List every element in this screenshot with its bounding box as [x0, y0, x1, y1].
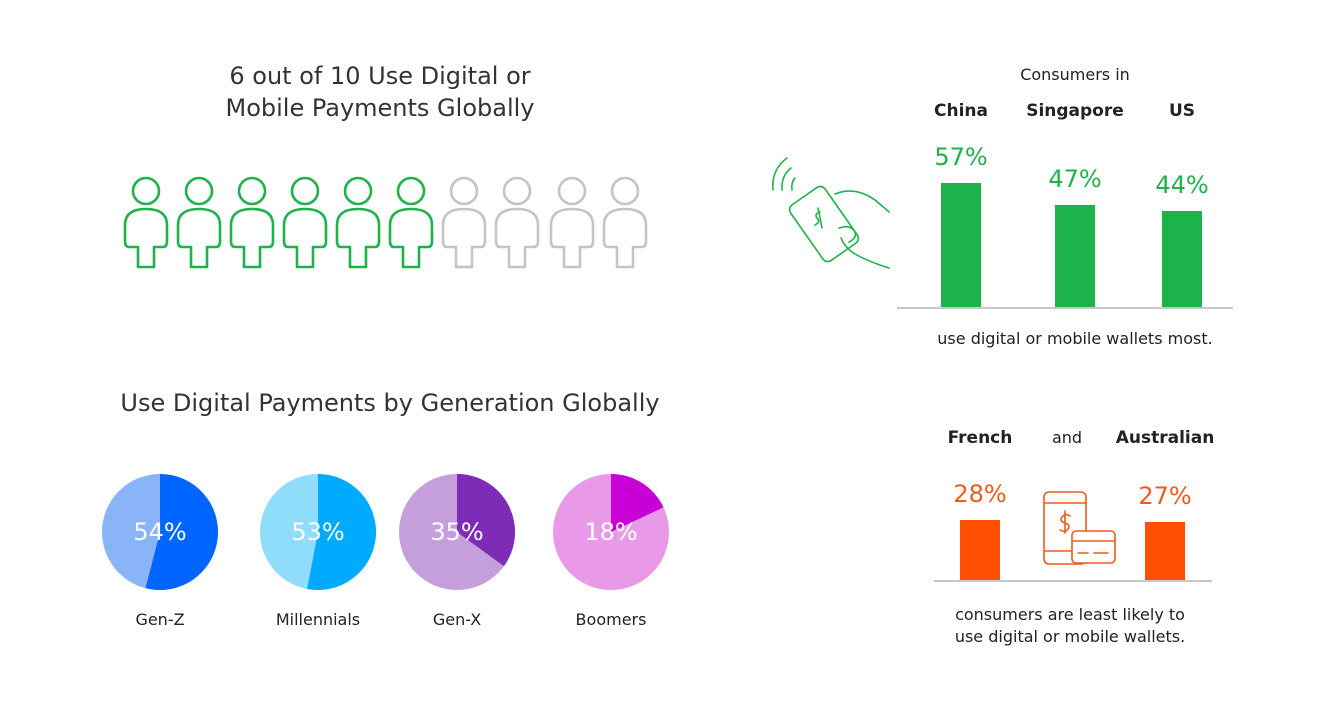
pie-boomers-slice: [611, 474, 664, 532]
least-likely-caption-line1: consumers are least likely to: [955, 605, 1185, 624]
person-icon-grey: [549, 176, 595, 269]
bar-australian: [1145, 522, 1185, 580]
pie-boomers-label: Boomers: [575, 610, 647, 629]
pie-gen-z-slice: [145, 474, 218, 590]
bar-singapore: [1055, 204, 1095, 307]
person-icon-highlighted: [229, 176, 275, 269]
person-icon-highlighted: [176, 176, 222, 269]
bar-french: [960, 520, 1000, 580]
category-label-singapore: Singapore: [1026, 101, 1124, 121]
bar-china: [941, 183, 981, 307]
value-label-us: 44%: [1155, 171, 1209, 200]
bar-chart-axis-line: [934, 580, 1212, 582]
person-icon-highlighted: [335, 176, 381, 269]
pie-gen-z-label: Gen-Z: [135, 610, 185, 629]
person-icon-highlighted: [282, 176, 328, 269]
generation-chart-title: Use Digital Payments by Generation Globa…: [120, 389, 660, 417]
pie-millennials-slice: [307, 474, 376, 590]
least-likely-caption: consumers are least likely to use digita…: [900, 604, 1240, 648]
people-chart-title: 6 out of 10 Use Digital or Mobile Paymen…: [140, 60, 620, 124]
pie-gen-z-percent: 54%: [133, 518, 187, 546]
person-icon-highlighted: [388, 176, 434, 269]
generation-pie-charts: [102, 474, 669, 590]
people-chart-title-line2: Mobile Payments Globally: [225, 94, 535, 122]
pie-millennials-label: Millennials: [275, 610, 361, 629]
connector-and: and: [1051, 428, 1083, 447]
pie-gen-x-slice: [457, 474, 515, 567]
category-label-china: China: [934, 101, 988, 121]
pie-gen-x-percent: 35%: [430, 518, 484, 546]
pie-millennials-percent: 53%: [291, 518, 345, 546]
mobile-wallet-card-icon: [1043, 491, 1116, 565]
pie-boomers-percent: 18%: [584, 518, 638, 546]
category-label-australian: Australian: [1115, 428, 1215, 448]
pie-gen-x-label: Gen-X: [432, 610, 482, 629]
person-icon-grey: [441, 176, 487, 269]
bar-us: [1162, 211, 1202, 307]
people-icons-svg: [123, 176, 648, 269]
consumers-in-header: Consumers in: [1020, 65, 1130, 84]
people-icon-row: [120, 175, 660, 275]
value-label-french: 28%: [953, 480, 1007, 508]
value-label-singapore: 47%: [1048, 164, 1102, 193]
least-likely-caption-line2: use digital or mobile wallets.: [954, 627, 1186, 646]
bar-chart-axis-line: [897, 307, 1233, 309]
people-chart-title-line1: 6 out of 10 Use Digital or: [229, 62, 531, 90]
wallets-most-caption: use digital or mobile wallets most.: [937, 329, 1213, 348]
value-label-australian: 27%: [1138, 482, 1192, 511]
category-label-french: French: [947, 428, 1013, 448]
category-label-us: US: [1168, 101, 1196, 121]
value-label-china: 57%: [934, 143, 988, 171]
person-icon-highlighted: [123, 176, 169, 269]
person-icon-grey: [602, 176, 648, 269]
person-icon-grey: [494, 176, 540, 269]
contactless-phone-payment-icon: [771, 157, 890, 269]
